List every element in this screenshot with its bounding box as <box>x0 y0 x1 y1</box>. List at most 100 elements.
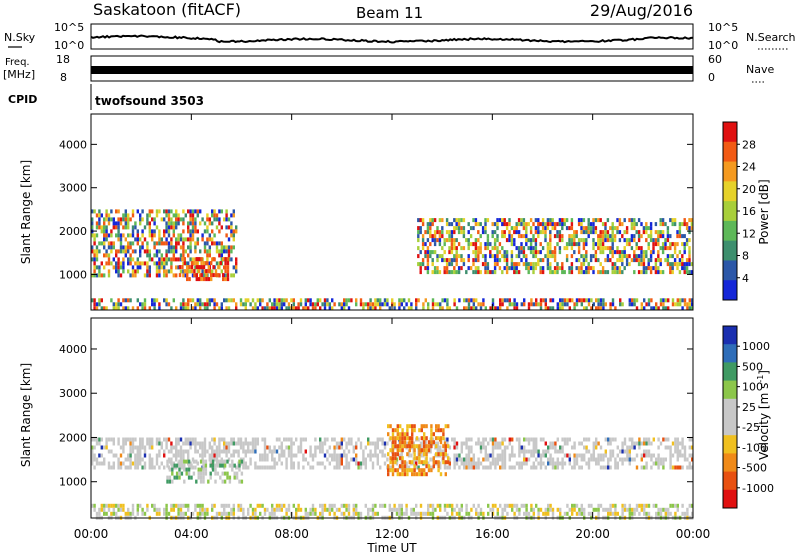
scatter-cell <box>103 245 106 250</box>
scatter-cell <box>237 503 240 508</box>
scatter-cell <box>640 503 643 508</box>
scatter-cell <box>558 238 562 243</box>
scatter-cell <box>194 302 197 307</box>
scatter-cell <box>527 437 531 442</box>
scatter-cell <box>439 306 442 311</box>
scatter-cell <box>148 445 151 450</box>
scatter-cell <box>427 306 430 311</box>
scatter-cell <box>445 222 449 227</box>
scatter-cell <box>517 250 521 255</box>
scatter-cell <box>124 437 127 442</box>
scatter-cell <box>628 445 631 450</box>
scatter-cell <box>299 441 303 446</box>
scatter-cell <box>221 463 224 468</box>
scatter-cell <box>429 250 432 255</box>
scatter-cell <box>311 453 315 458</box>
scatter-cell <box>674 465 677 470</box>
scatter-cell <box>547 445 550 450</box>
scatter-cell <box>573 457 576 462</box>
scatter-cell <box>345 465 348 470</box>
scatter-cell <box>283 449 286 454</box>
scatter-cell <box>518 511 521 516</box>
scatter-cell <box>594 258 598 263</box>
scatter-cell <box>141 302 144 307</box>
scatter-cell <box>117 461 120 466</box>
scatter-cell <box>486 270 490 275</box>
scatter-cell <box>496 254 499 259</box>
scatter-cell <box>202 463 205 468</box>
scatter-cell <box>95 233 99 238</box>
scatter-cell <box>690 226 694 231</box>
scatter-cell <box>223 245 226 250</box>
scatter-cell <box>407 465 411 470</box>
scatter-cell <box>244 437 247 442</box>
scatter-cell <box>510 266 514 271</box>
scatter-cell <box>419 445 423 450</box>
scatter-cell <box>155 441 159 446</box>
scatter-cell <box>661 234 665 239</box>
scatter-cell <box>242 457 245 462</box>
scatter-cell <box>206 225 209 230</box>
scatter-cell <box>131 306 135 311</box>
scatter-cell <box>182 209 185 214</box>
scatter-cell <box>599 230 602 235</box>
scatter-cell <box>433 242 437 247</box>
scatter-cell <box>469 266 473 271</box>
scatter-cell <box>573 306 576 311</box>
scatter-cell <box>460 226 463 231</box>
scatter-cell <box>420 436 423 441</box>
scatter-cell <box>477 270 480 275</box>
scatter-cell <box>587 465 591 470</box>
scatter-cell <box>91 217 94 222</box>
scatter-cell <box>158 306 161 311</box>
scatter-cell <box>408 468 411 473</box>
scatter-cell <box>273 445 276 450</box>
scatter-cell <box>585 254 588 259</box>
scatter-cell <box>637 270 641 275</box>
scatter-cell <box>573 453 576 458</box>
scatter-cell <box>613 262 617 267</box>
scatter-cell <box>237 441 240 446</box>
scatter-cell <box>589 254 593 259</box>
scatter-cell <box>623 254 626 259</box>
scatter-cell <box>158 257 161 262</box>
scatter-cell <box>208 249 211 254</box>
scatter-cell <box>589 222 593 227</box>
scatter-cell <box>441 449 444 454</box>
scatter-cell <box>640 246 643 251</box>
scatter-cell <box>413 428 416 433</box>
scatter-cell <box>188 277 191 282</box>
scatter-cell <box>374 445 377 450</box>
scatter-cell <box>482 298 485 303</box>
scatter-cell <box>220 503 223 508</box>
scatter-cell <box>559 507 562 512</box>
scatter-cell <box>673 262 677 267</box>
scatter-cell <box>208 237 211 242</box>
scatter-cell <box>453 266 456 271</box>
scatter-cell <box>607 511 610 516</box>
scatter-cell <box>673 242 677 247</box>
scatter-cell <box>319 449 322 454</box>
scatter-cell <box>183 479 186 484</box>
scatter-cell <box>292 306 295 311</box>
scatter-cell <box>399 432 402 437</box>
scatter-cell <box>411 424 414 429</box>
scatter-cell <box>396 444 399 449</box>
scatter-cell <box>683 242 686 247</box>
scatter-cell <box>309 302 312 307</box>
scatter-cell <box>517 246 521 251</box>
scatter-cell <box>532 465 535 470</box>
scatter-cell <box>546 254 550 259</box>
scatter-cell <box>532 246 535 251</box>
scatter-cell <box>172 273 175 278</box>
scatter-cell <box>508 222 511 227</box>
scatter-cell <box>505 266 509 271</box>
scatter-cell <box>218 453 221 458</box>
scatter-cell <box>211 507 214 512</box>
scatter-cell <box>558 222 562 227</box>
scatter-cell <box>172 503 175 508</box>
scatter-cell <box>206 257 209 262</box>
scatter-cell <box>676 234 679 239</box>
scatter-cell <box>475 461 478 466</box>
scatter-cell <box>582 254 586 259</box>
